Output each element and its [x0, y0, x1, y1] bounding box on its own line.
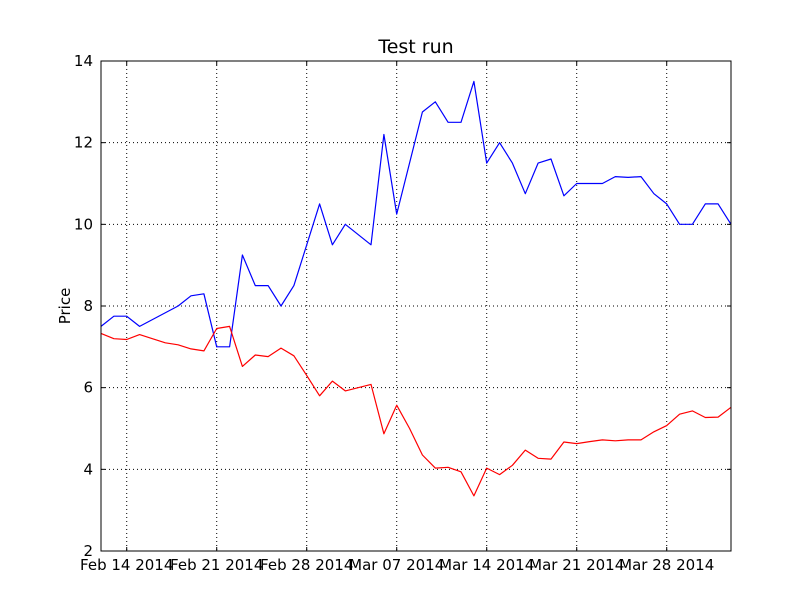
y-tick-label: 10 — [74, 215, 93, 233]
series-layer — [100, 80, 732, 497]
series-line-1 — [100, 80, 732, 348]
y-tick-label: 14 — [74, 52, 93, 70]
y-axis-label: Price — [56, 288, 74, 325]
grid-lines — [101, 61, 731, 551]
x-tick-label: Feb 21 2014 — [170, 556, 263, 574]
series-line-2 — [100, 325, 732, 497]
x-tick-label: Mar 07 2014 — [349, 556, 444, 574]
x-tick-label: Feb 14 2014 — [80, 556, 173, 574]
x-tick-label: Mar 28 2014 — [619, 556, 714, 574]
chart-title: Test run — [377, 36, 453, 58]
x-tick-label: Mar 21 2014 — [529, 556, 624, 574]
y-tick-label: 12 — [74, 134, 93, 152]
y-tick-label: 2 — [83, 542, 93, 560]
x-tick-label: Feb 28 2014 — [260, 556, 353, 574]
x-tick-label: Mar 14 2014 — [439, 556, 534, 574]
tick-marks — [101, 60, 731, 552]
y-tick-label: 6 — [83, 379, 93, 397]
y-tick-label: 8 — [83, 297, 93, 315]
y-tick-label: 4 — [83, 460, 93, 478]
